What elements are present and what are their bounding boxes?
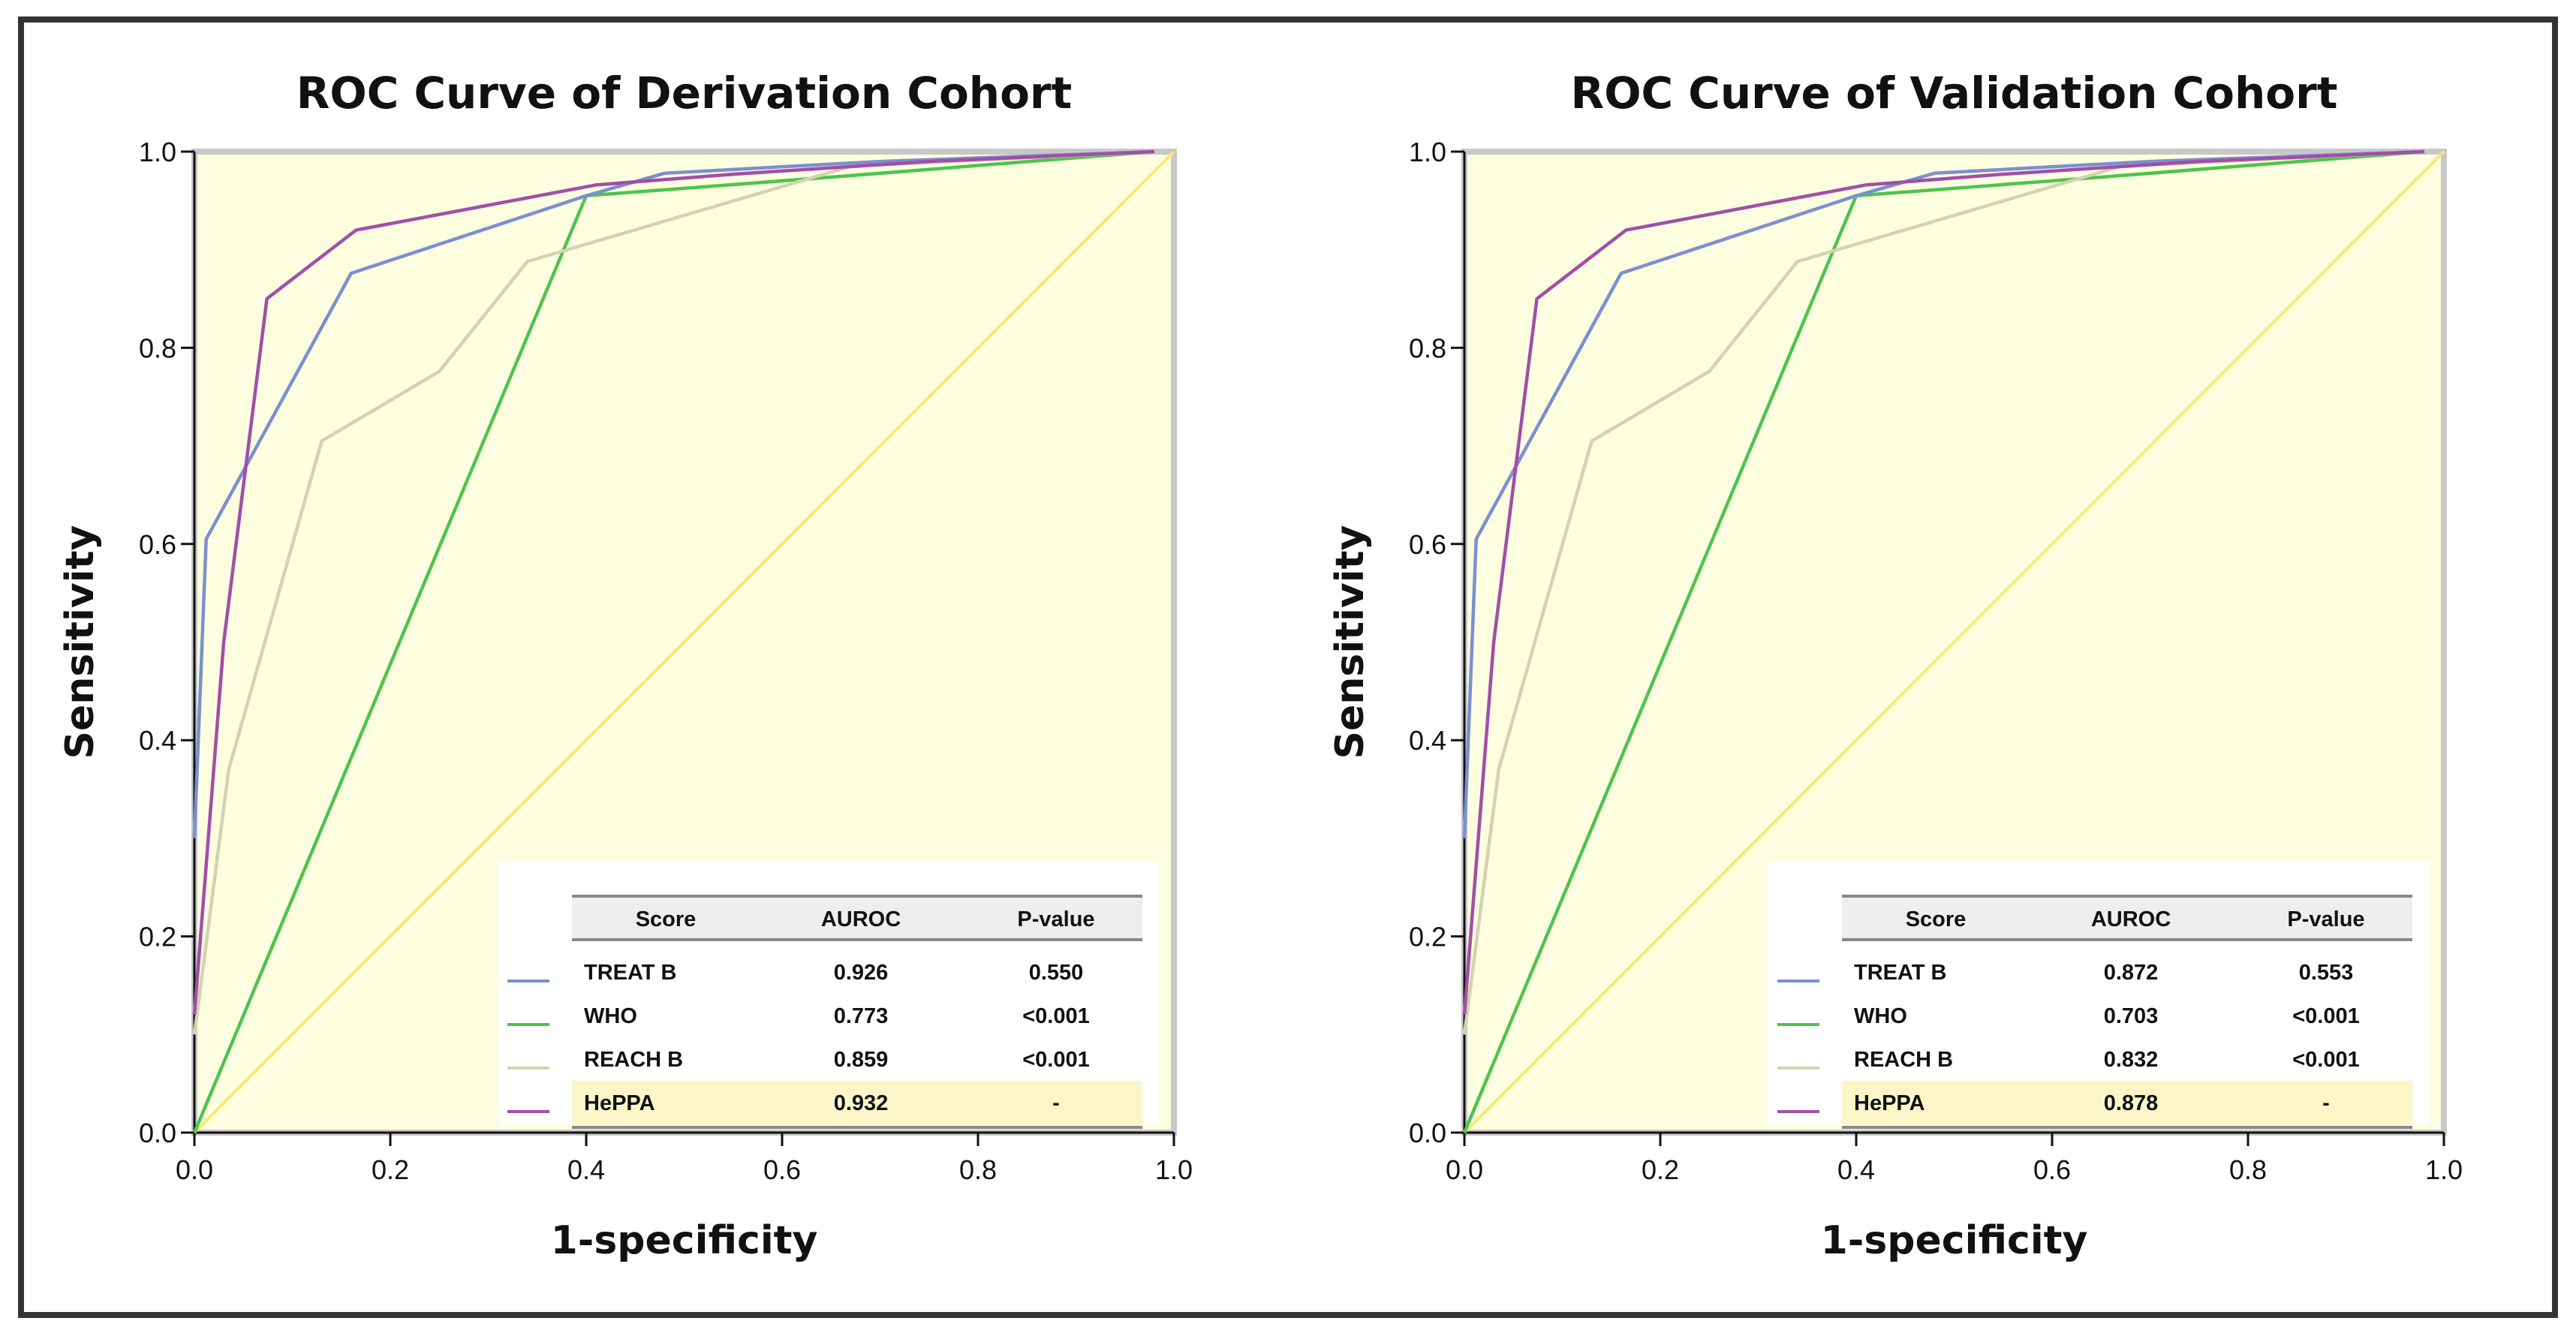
reference-diagonal xyxy=(1463,150,2445,1134)
legend-pvalue-who: <0.001 xyxy=(2292,1004,2360,1028)
legend: Score AUROC P-value TREAT B 0.872 0.553 WHO 0.7… xyxy=(1768,862,2429,1129)
x-tick-label: 0.4 xyxy=(567,1154,605,1185)
x-tick-label: 1.0 xyxy=(2425,1154,2463,1185)
legend-pvalue-heppa: - xyxy=(1052,1091,1060,1115)
roc-curve-who xyxy=(1462,149,2425,1133)
y-tick-label: 0.0 xyxy=(139,1118,176,1148)
roc-curve-reach-b xyxy=(1462,149,2425,1035)
y-tick-label: 0.0 xyxy=(1409,1118,1446,1148)
legend-header-score: Score xyxy=(636,907,697,931)
legend-header-score: Score xyxy=(1906,907,1967,931)
legend-name-reach-b: REACH B xyxy=(584,1048,683,1072)
legend-header-p-value: P-value xyxy=(1017,907,1094,931)
legend-pvalue-reach-b: <0.001 xyxy=(1022,1048,1090,1072)
legend-name-treat-b: TREAT B xyxy=(1854,961,1947,985)
chart-title: ROC Curve of Derivation Cohort xyxy=(296,68,1073,119)
legend-auroc-reach-b: 0.832 xyxy=(2104,1048,2159,1072)
chart-validation-cohort: ROC Curve of Validation Cohort 0.0 0.2 0.4 0… xyxy=(1328,68,2463,1263)
legend-auroc-reach-b: 0.859 xyxy=(834,1048,889,1072)
legend-pvalue-who: <0.001 xyxy=(1022,1004,1090,1028)
y-tick-label: 0.2 xyxy=(1409,922,1446,952)
legend-name-who: WHO xyxy=(584,1004,637,1028)
roc-curve-treat-b xyxy=(192,149,1154,838)
legend-pvalue-heppa: - xyxy=(2322,1091,2330,1115)
roc-curve-reach-b xyxy=(192,149,1155,1035)
roc-curve-heppa xyxy=(192,149,1154,1016)
x-tick-label: 0.4 xyxy=(1837,1154,1875,1185)
legend-header-background xyxy=(572,896,1142,940)
legend-name-who: WHO xyxy=(1854,1004,1907,1028)
legend-pvalue-treat-b: 0.550 xyxy=(1029,961,1084,985)
x-tick-label: 0.2 xyxy=(1642,1154,1679,1185)
y-tick-label: 0.8 xyxy=(1409,332,1446,363)
legend-header-auroc: AUROC xyxy=(2091,907,2171,931)
x-axis-label: 1-specificity xyxy=(1821,1218,2088,1263)
legend-header-p-value: P-value xyxy=(2287,907,2364,931)
roc-curve-treat-b xyxy=(1462,149,2424,838)
y-tick-label: 0.8 xyxy=(139,332,176,363)
legend-header-auroc: AUROC xyxy=(821,907,901,931)
legend-header-background xyxy=(1842,896,2412,940)
legend-name-heppa: HePPA xyxy=(1854,1091,1925,1115)
legend-auroc-heppa: 0.932 xyxy=(834,1091,889,1115)
x-tick-label: 0.6 xyxy=(763,1154,801,1185)
legend-auroc-treat-b: 0.872 xyxy=(2104,961,2159,985)
legend: Score AUROC P-value TREAT B 0.926 0.550 WHO 0.7… xyxy=(498,862,1159,1129)
x-tick-label: 0.8 xyxy=(959,1154,997,1185)
legend-pvalue-reach-b: <0.001 xyxy=(2292,1048,2360,1072)
y-tick-label: 1.0 xyxy=(139,137,176,167)
legend-auroc-treat-b: 0.926 xyxy=(834,961,889,985)
legend-name-heppa: HePPA xyxy=(584,1091,655,1115)
legend-pvalue-treat-b: 0.553 xyxy=(2299,961,2354,985)
roc-curve-who xyxy=(192,149,1155,1133)
y-axis-label: Sensitivity xyxy=(58,525,103,760)
legend-auroc-who: 0.773 xyxy=(834,1004,889,1028)
legend-row-highlight xyxy=(1842,1081,2412,1124)
x-tick-label: 0.0 xyxy=(1446,1154,1483,1185)
y-tick-label: 1.0 xyxy=(1409,137,1446,167)
y-tick-label: 0.4 xyxy=(1409,725,1446,756)
legend-name-treat-b: TREAT B xyxy=(584,961,677,985)
x-tick-label: 0.8 xyxy=(2229,1154,2267,1185)
legend-name-reach-b: REACH B xyxy=(1854,1048,1953,1072)
x-tick-label: 1.0 xyxy=(1155,1154,1193,1185)
x-tick-label: 0.6 xyxy=(2033,1154,2071,1185)
y-tick-label: 0.4 xyxy=(139,725,176,756)
y-tick-label: 0.6 xyxy=(139,529,176,560)
chart-derivation-cohort: ROC Curve of Derivation Cohort 0.0 0.2 0.4 0… xyxy=(58,68,1193,1263)
y-tick-label: 0.2 xyxy=(139,922,176,952)
chart-title: ROC Curve of Validation Cohort xyxy=(1571,68,2338,119)
legend-auroc-who: 0.703 xyxy=(2104,1004,2159,1028)
x-tick-label: 0.2 xyxy=(372,1154,409,1185)
legend-auroc-heppa: 0.878 xyxy=(2104,1091,2159,1115)
x-tick-label: 0.0 xyxy=(176,1154,213,1185)
y-tick-label: 0.6 xyxy=(1409,529,1446,560)
x-axis-label: 1-specificity xyxy=(551,1218,818,1263)
reference-diagonal xyxy=(193,150,1175,1134)
roc-curve-heppa xyxy=(1462,149,2424,1016)
legend-row-highlight xyxy=(572,1081,1142,1124)
y-axis-label: Sensitivity xyxy=(1328,525,1373,760)
